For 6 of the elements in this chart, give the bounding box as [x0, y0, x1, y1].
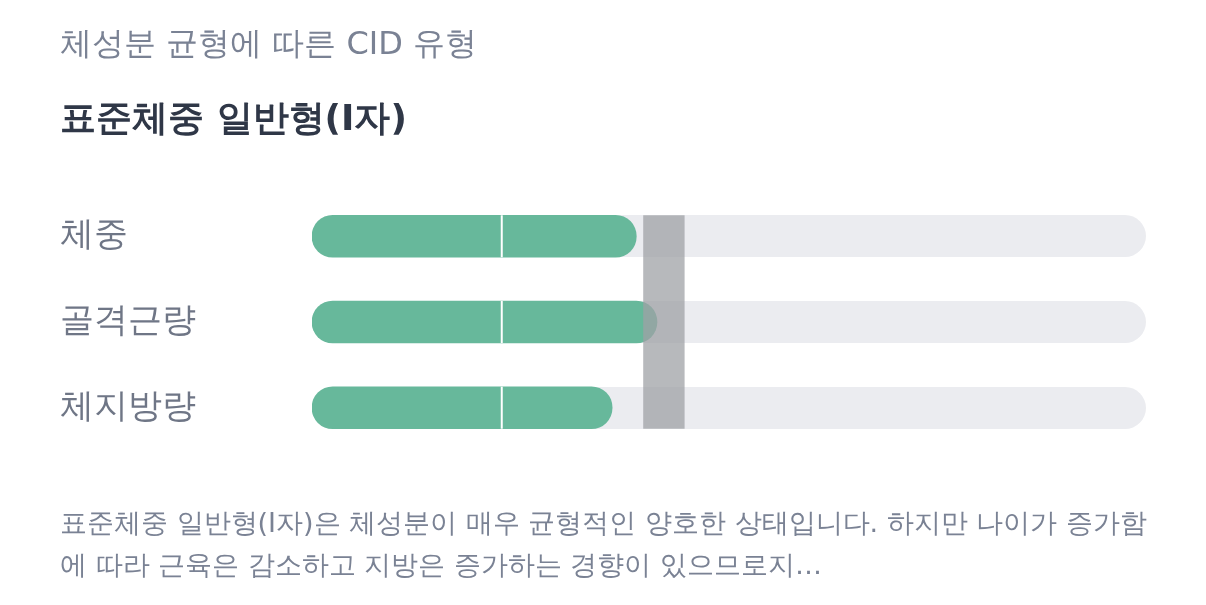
- y-tick-label: 체중: [60, 213, 128, 254]
- text: 표준체중 일반형(I자)은 체성분이 매우 균형적인 양호한 상태입니다. 하지만 나이가 증가함에 따라 근육은 감소하고 지방은 증가하는 경향이 있으므로지…: [60, 506, 1148, 582]
- chart-title: 표준체중 일반형(I자): [60, 96, 407, 140]
- chart-subtitle: 체성분 균형에 따른 CID 유형: [60, 23, 478, 64]
- y-tick-label: 골격근량: [60, 298, 196, 339]
- y-tick-label: 체지방량: [60, 384, 196, 425]
